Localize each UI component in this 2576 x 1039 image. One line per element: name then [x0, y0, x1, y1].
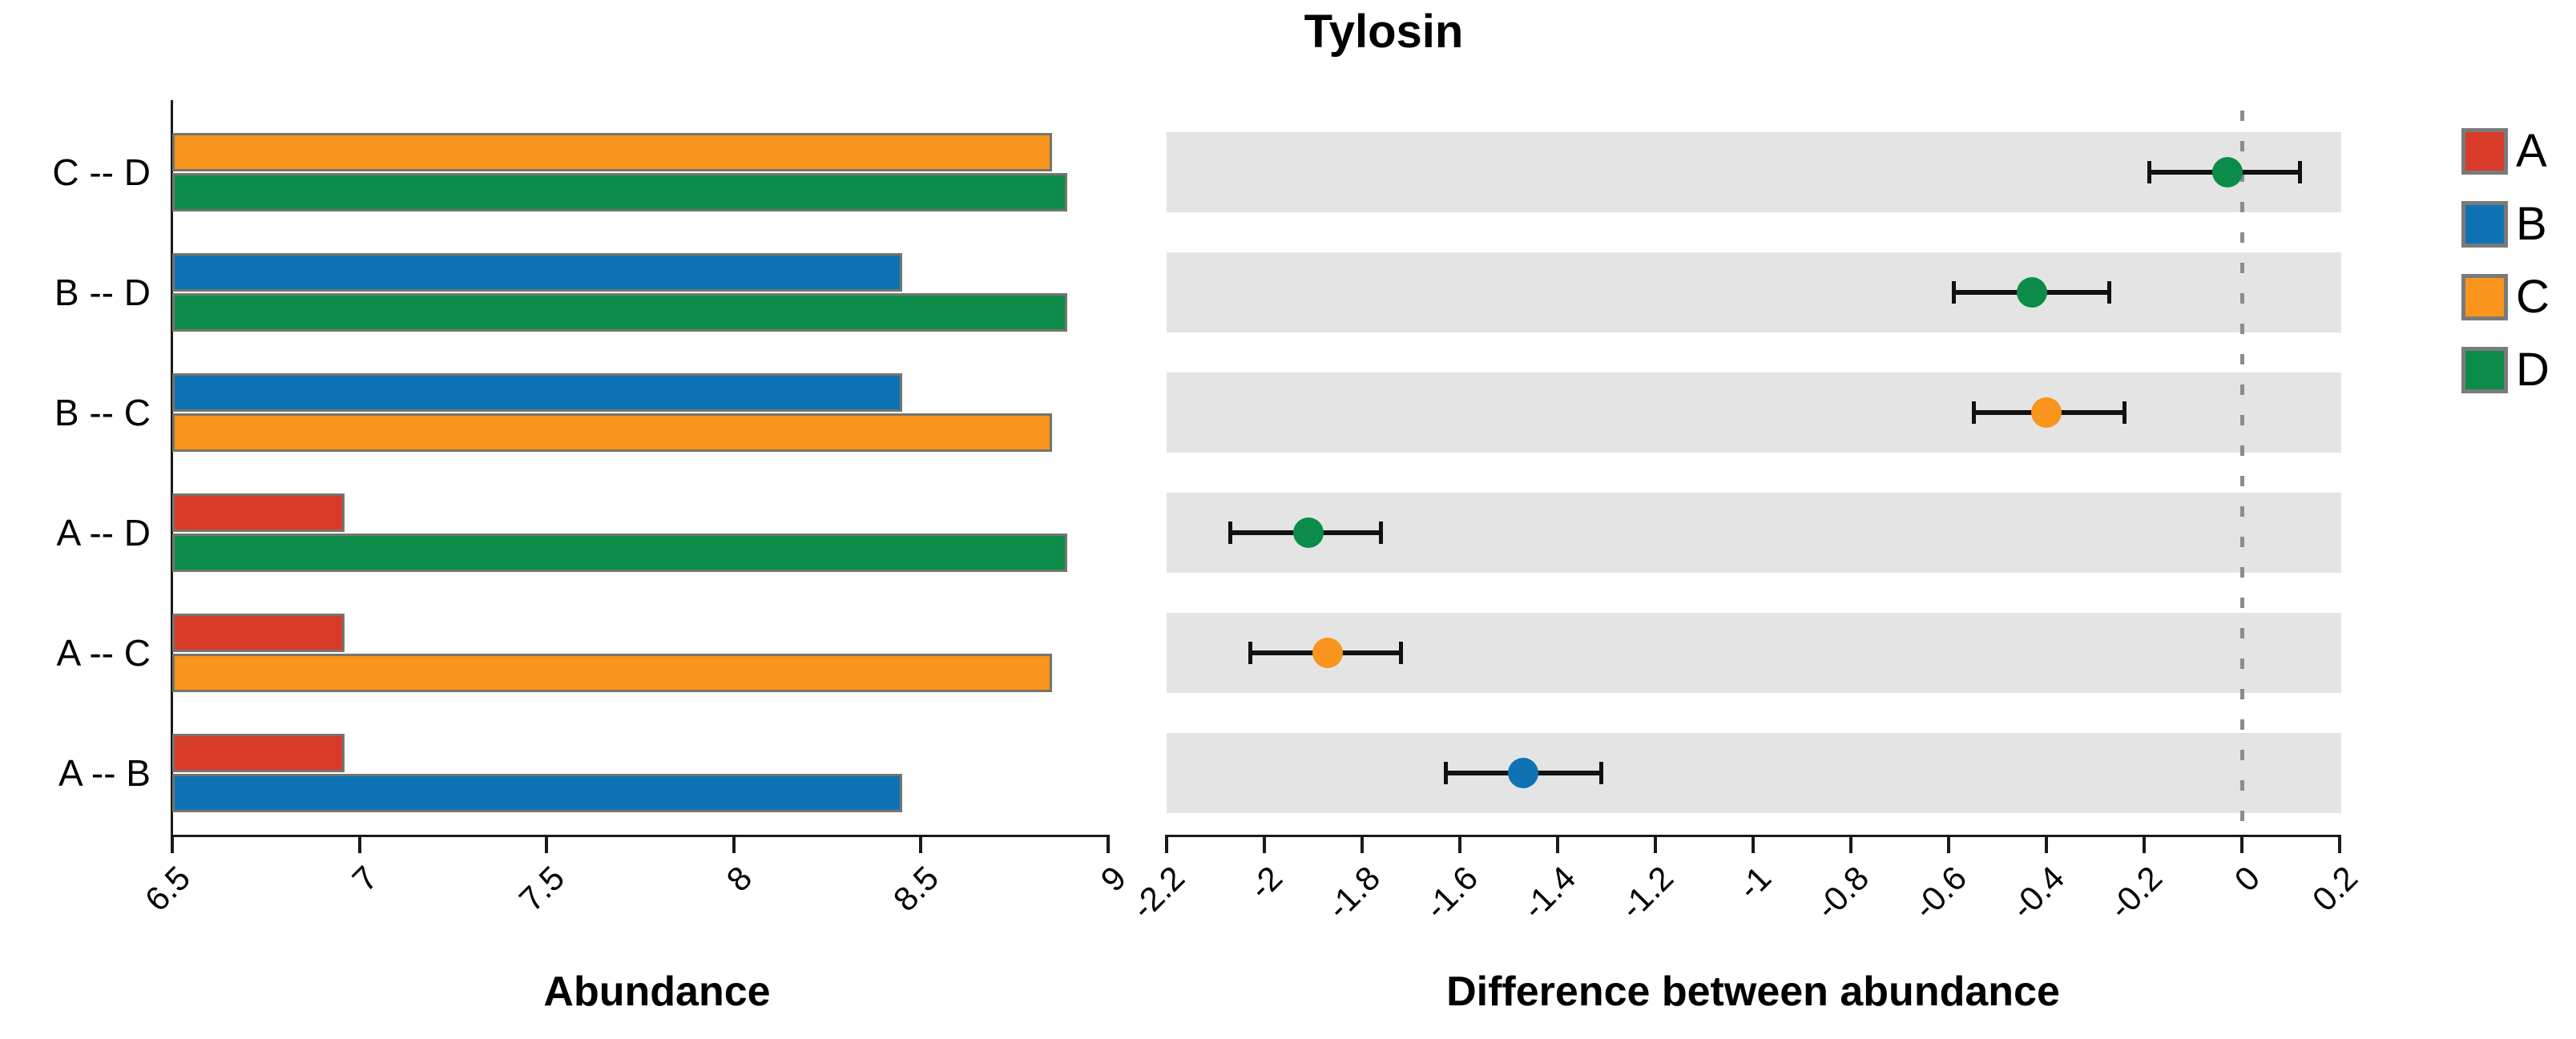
- legend-swatch-D: [2461, 347, 2508, 393]
- legend-swatch-A: [2461, 128, 2508, 175]
- abundance-bar-D: [172, 293, 1067, 332]
- mean-dot-B: [1508, 758, 1539, 788]
- difference-axis-tick: [1361, 837, 1364, 853]
- difference-axis-tick: [1947, 837, 1950, 853]
- mean-dot-C: [1312, 638, 1344, 668]
- difference-axis-tick: [1165, 837, 1168, 853]
- abundance-axis-tick: [1107, 837, 1110, 853]
- abundance-bar-B: [172, 253, 903, 292]
- abundance-bar-D: [172, 173, 1067, 211]
- zero-reference-line: [2240, 111, 2244, 835]
- abundance-bar-C: [172, 413, 1052, 452]
- abundance-bar-C: [172, 133, 1052, 171]
- row-label-A--D: A -- D: [56, 512, 151, 554]
- ci-cap-right: [1379, 522, 1384, 544]
- abundance-axis-tick: [545, 837, 549, 853]
- difference-row-band: [1167, 252, 2341, 332]
- abundance-bar-B: [172, 774, 903, 812]
- legend-item-C: C: [2461, 274, 2550, 320]
- difference-axis-tick: [1654, 837, 1657, 853]
- ci-cap-left: [1971, 401, 1976, 424]
- legend-item-A: A: [2461, 128, 2550, 175]
- difference-axis-tick: [1263, 837, 1266, 853]
- legend-label-A: A: [2516, 125, 2547, 177]
- mean-dot-D: [2016, 277, 2047, 308]
- x-axis-label-abundance: Abundance: [543, 969, 771, 1015]
- difference-row-band: [1167, 373, 2341, 453]
- mean-dot-D: [2211, 157, 2243, 187]
- ci-cap-left: [1952, 281, 1957, 304]
- difference-axis-tick: [1752, 837, 1755, 853]
- difference-row-band: [1167, 733, 2341, 813]
- ci-cap-left: [2147, 161, 2152, 183]
- row-label-C--D: C -- D: [52, 151, 151, 193]
- left-y-axis-line: [171, 100, 173, 837]
- legend-swatch-B: [2461, 201, 2508, 248]
- difference-axis-tick: [1849, 837, 1852, 853]
- abundance-bar-A: [172, 614, 345, 652]
- abundance-axis-tick: [357, 837, 361, 853]
- difference-axis-tick: [2045, 837, 2048, 853]
- row-label-A--B: A -- B: [58, 752, 151, 794]
- ci-cap-right: [2298, 161, 2303, 183]
- abundance-bar-B: [172, 373, 903, 412]
- difference-axis-tick: [2240, 837, 2243, 853]
- right-x-axis-line: [1165, 835, 2341, 837]
- ci-cap-left: [1443, 762, 1448, 784]
- row-label-B--D: B -- D: [54, 272, 151, 313]
- mean-dot-C: [2031, 397, 2062, 428]
- ci-cap-right: [1598, 762, 1603, 784]
- row-label-B--C: B -- C: [54, 392, 151, 433]
- legend-label-C: C: [2516, 271, 2550, 323]
- legend-item-D: D: [2461, 347, 2550, 393]
- abundance-bar-D: [172, 534, 1067, 572]
- abundance-bar-A: [172, 734, 345, 772]
- difference-axis-tick: [1458, 837, 1461, 853]
- difference-axis-tick: [2338, 837, 2341, 853]
- abundance-bar-C: [172, 654, 1052, 692]
- legend-label-D: D: [2516, 344, 2550, 396]
- ci-cap-right: [1398, 642, 1403, 664]
- x-axis-label-difference: Difference between abundance: [1446, 969, 2060, 1015]
- legend-swatch-C: [2461, 274, 2508, 320]
- difference-row-band: [1167, 132, 2341, 212]
- abundance-axis-tick-label: 6.5: [137, 859, 198, 919]
- abundance-axis-tick: [171, 837, 174, 853]
- ci-cap-right: [2122, 401, 2127, 424]
- difference-axis-tick: [1556, 837, 1559, 853]
- abundance-axis-tick: [732, 837, 736, 853]
- difference-axis-tick: [2143, 837, 2146, 853]
- abundance-axis-tick-label: 7: [345, 859, 385, 899]
- ci-cap-left: [1228, 522, 1233, 544]
- legend-item-B: B: [2461, 201, 2550, 248]
- chart-title: Tylosin: [1304, 6, 1464, 58]
- ci-cap-right: [2107, 281, 2112, 304]
- legend-label-B: B: [2516, 198, 2547, 250]
- left-x-axis-line: [171, 835, 1110, 837]
- mean-dot-D: [1292, 517, 1324, 548]
- ci-cap-left: [1248, 642, 1252, 664]
- abundance-bar-A: [172, 493, 345, 532]
- row-label-A--C: A -- C: [56, 632, 151, 674]
- abundance-axis-tick: [919, 837, 923, 853]
